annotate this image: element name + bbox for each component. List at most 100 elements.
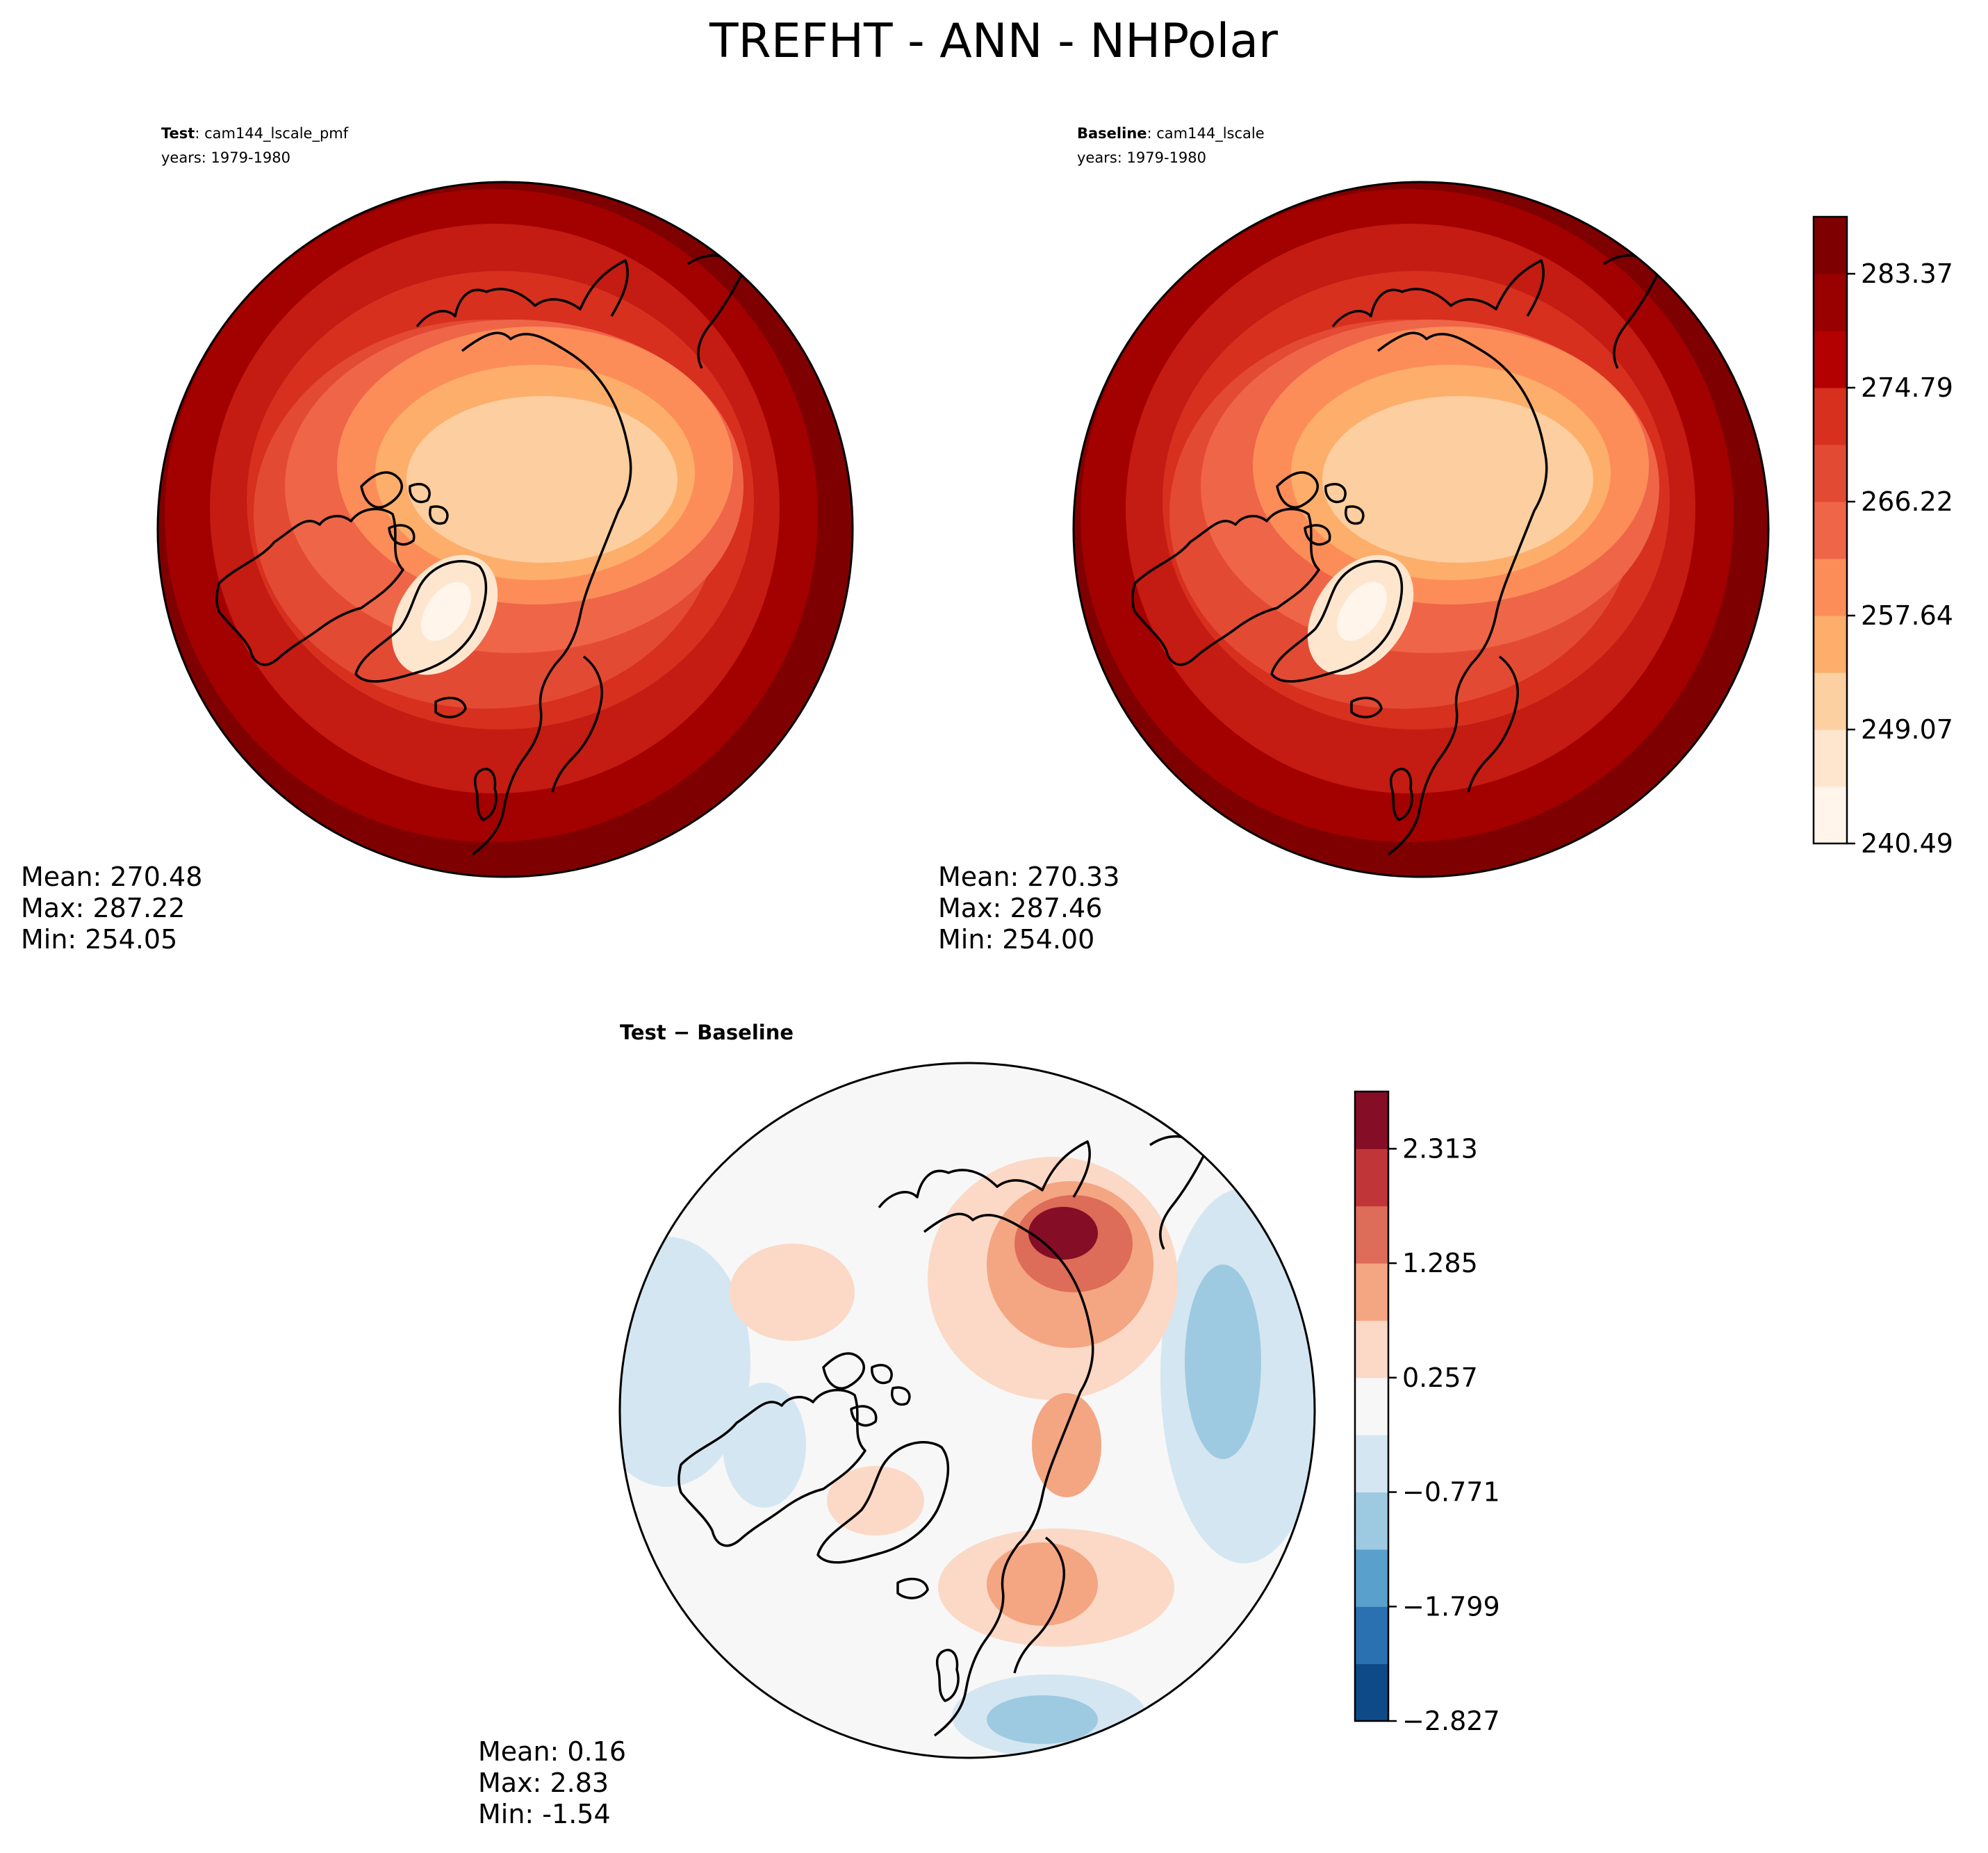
panel-test-label-rest: : cam144_lscale_pmf	[195, 125, 348, 142]
coast-alaska-baseline	[1603, 254, 1661, 369]
contour-band-test-11	[421, 582, 471, 641]
contour-fill-test	[158, 182, 853, 877]
coast-greenland-test	[354, 560, 488, 683]
colorbar-temp-swatch-7	[1814, 445, 1847, 502]
colorbar-diff-swatch-2	[1355, 1606, 1388, 1665]
colorbar-temp-swatch-2	[1814, 730, 1847, 787]
colorbar-diff-tick-label-1: −2.827	[1402, 1706, 1500, 1736]
colorbar-temp-tick-label-4: 266.22	[1861, 486, 1953, 517]
coast-alaska-diff	[1149, 1135, 1207, 1250]
coast-iceland-baseline	[1350, 696, 1383, 718]
coast-canada-baseline	[1131, 507, 1320, 666]
colorbar-diff-tick-label-6: 2.313	[1402, 1133, 1478, 1164]
coast-uk-diff	[935, 1649, 960, 1702]
panel-test-label-bold: Test	[161, 125, 195, 142]
coast-canada-diff	[677, 1388, 866, 1547]
coast-iceland-test	[434, 696, 467, 718]
coast-uk-test	[473, 768, 498, 821]
colorbar-temp-swatch-4	[1814, 616, 1847, 673]
colorbar-temp-swatch-3	[1814, 673, 1847, 730]
map-test	[158, 182, 853, 877]
colorbar-temp-tick-label-2: 249.07	[1861, 714, 1953, 745]
colorbar-diff-tick-label-3: −0.771	[1402, 1477, 1500, 1508]
coast-iceland-diff	[896, 1577, 929, 1599]
panel-test-mean: Mean: 270.48	[21, 862, 202, 892]
contour-band-baseline-11	[1337, 582, 1387, 641]
coast-uk-baseline	[1389, 768, 1413, 821]
panel-baseline-max: Max: 287.46	[938, 893, 1102, 923]
coast-archipelago-baseline	[1276, 471, 1365, 546]
colorbar-temp-swatch-10	[1814, 274, 1847, 331]
colorbar-diff-tick-label-5: 1.285	[1402, 1248, 1478, 1278]
colorbar-diff-swatch-1	[1355, 1663, 1388, 1722]
panel-baseline-min: Min: 254.00	[938, 924, 1094, 955]
coast-scandinavia-test	[551, 655, 603, 793]
panel-test-header: Test: cam144_lscale_pmf	[161, 125, 349, 142]
diff-negative-east-core	[1185, 1265, 1261, 1459]
panel-baseline-years: years: 1979-1980	[1077, 149, 1206, 166]
coast-archipelago-diff	[822, 1352, 911, 1427]
panel-test-max: Max: 287.22	[21, 893, 185, 923]
map-boundary-diff	[618, 1062, 1316, 1759]
coast-eurasia-test	[461, 331, 632, 856]
panel-test: Test: cam144_lscale_pmf years: 1979-1980	[21, 125, 854, 955]
colorbar-temp-tick-label-5: 274.79	[1861, 372, 1953, 403]
coast-alaska-test	[687, 254, 745, 369]
panel-baseline-label-rest: : cam144_lscale	[1147, 125, 1265, 142]
coast-canada-test	[215, 507, 404, 666]
diff-positive-europe-core	[987, 1542, 1098, 1626]
colorbar-temperature: 240.49 249.07 257.64 266.22 274.79 283.37	[1812, 215, 1953, 859]
coastlines-diff	[677, 1135, 1207, 1737]
colorbar-temp-tick-label-6: 283.37	[1861, 258, 1953, 289]
diff-positive-canada	[730, 1244, 855, 1341]
coast-scandinavia-diff	[1013, 1536, 1065, 1674]
contour-band-baseline-9	[1322, 396, 1593, 563]
colorbar-temp-swatch-9	[1814, 331, 1847, 388]
colorbar-diff-swatch-11	[1355, 1092, 1388, 1149]
coastlines-baseline	[1131, 254, 1661, 856]
panel-diff-mean: Mean: 0.16	[478, 1736, 626, 1767]
coast-greenland-diff	[816, 1441, 950, 1564]
coast-eurasia-baseline	[1377, 331, 1548, 856]
contour-fill-baseline	[1074, 182, 1768, 877]
colorbar-diff-swatch-10	[1355, 1148, 1388, 1207]
panel-baseline-header: Baseline: cam144_lscale	[1077, 125, 1265, 142]
colorbar-diff-swatch-4	[1355, 1492, 1388, 1550]
coast-siberia-baseline	[1331, 259, 1545, 328]
panel-diff: Test − Baseline	[478, 1021, 1316, 1829]
diff-negative-centre	[723, 1383, 806, 1508]
colorbar-diff-swatch-8	[1355, 1263, 1388, 1321]
colorbar-diff-tick-label-2: −1.799	[1402, 1591, 1500, 1622]
panel-diff-label-bold: Test − Baseline	[620, 1021, 794, 1044]
panel-test-years: years: 1979-1980	[161, 149, 290, 166]
coast-archipelago-test	[360, 471, 449, 546]
map-baseline	[1074, 182, 1768, 877]
colorbar-diff-tick-label-4: 0.257	[1402, 1362, 1478, 1393]
colorbar-diff-frame	[1354, 1090, 1390, 1722]
coast-greenland-baseline	[1270, 560, 1404, 683]
coast-siberia-diff	[878, 1140, 1091, 1209]
panel-baseline-mean: Mean: 270.33	[938, 862, 1119, 892]
diff-negative-south-core	[987, 1695, 1098, 1744]
colorbar-temp-tick-label-1: 240.49	[1861, 828, 1953, 859]
colorbar-temp-tick-label-3: 257.64	[1861, 600, 1953, 631]
colorbar-diff-swatch-9	[1355, 1205, 1388, 1264]
diff-positive-siberia	[1032, 1393, 1101, 1497]
colorbar-temp-swatch-6	[1814, 502, 1847, 559]
colorbar-temp-swatch-11	[1814, 217, 1847, 274]
coast-scandinavia-baseline	[1467, 655, 1519, 793]
colorbar-diff-swatch-6	[1355, 1377, 1388, 1435]
panel-test-min: Min: 254.05	[21, 924, 177, 955]
panel-baseline: Baseline: cam144_lscale years: 1979-1980	[938, 125, 1770, 955]
colorbar-difference: −2.827 −1.799 −0.771 0.257 1.285 2.313	[1354, 1090, 1500, 1736]
coast-eurasia-diff	[923, 1212, 1094, 1737]
panel-diff-max: Max: 2.83	[478, 1768, 609, 1798]
coastlines-test	[215, 254, 745, 856]
diff-positive-pacific-core	[1028, 1207, 1098, 1260]
figure-title: TREFHT - ANN - NHPolar	[709, 14, 1278, 69]
colorbar-temp-swatch-8	[1814, 388, 1847, 445]
panel-baseline-label-bold: Baseline	[1077, 125, 1147, 142]
colorbar-temp-frame	[1812, 215, 1848, 845]
panel-diff-header: Test − Baseline	[620, 1021, 794, 1044]
colorbar-diff-swatch-7	[1355, 1320, 1388, 1378]
